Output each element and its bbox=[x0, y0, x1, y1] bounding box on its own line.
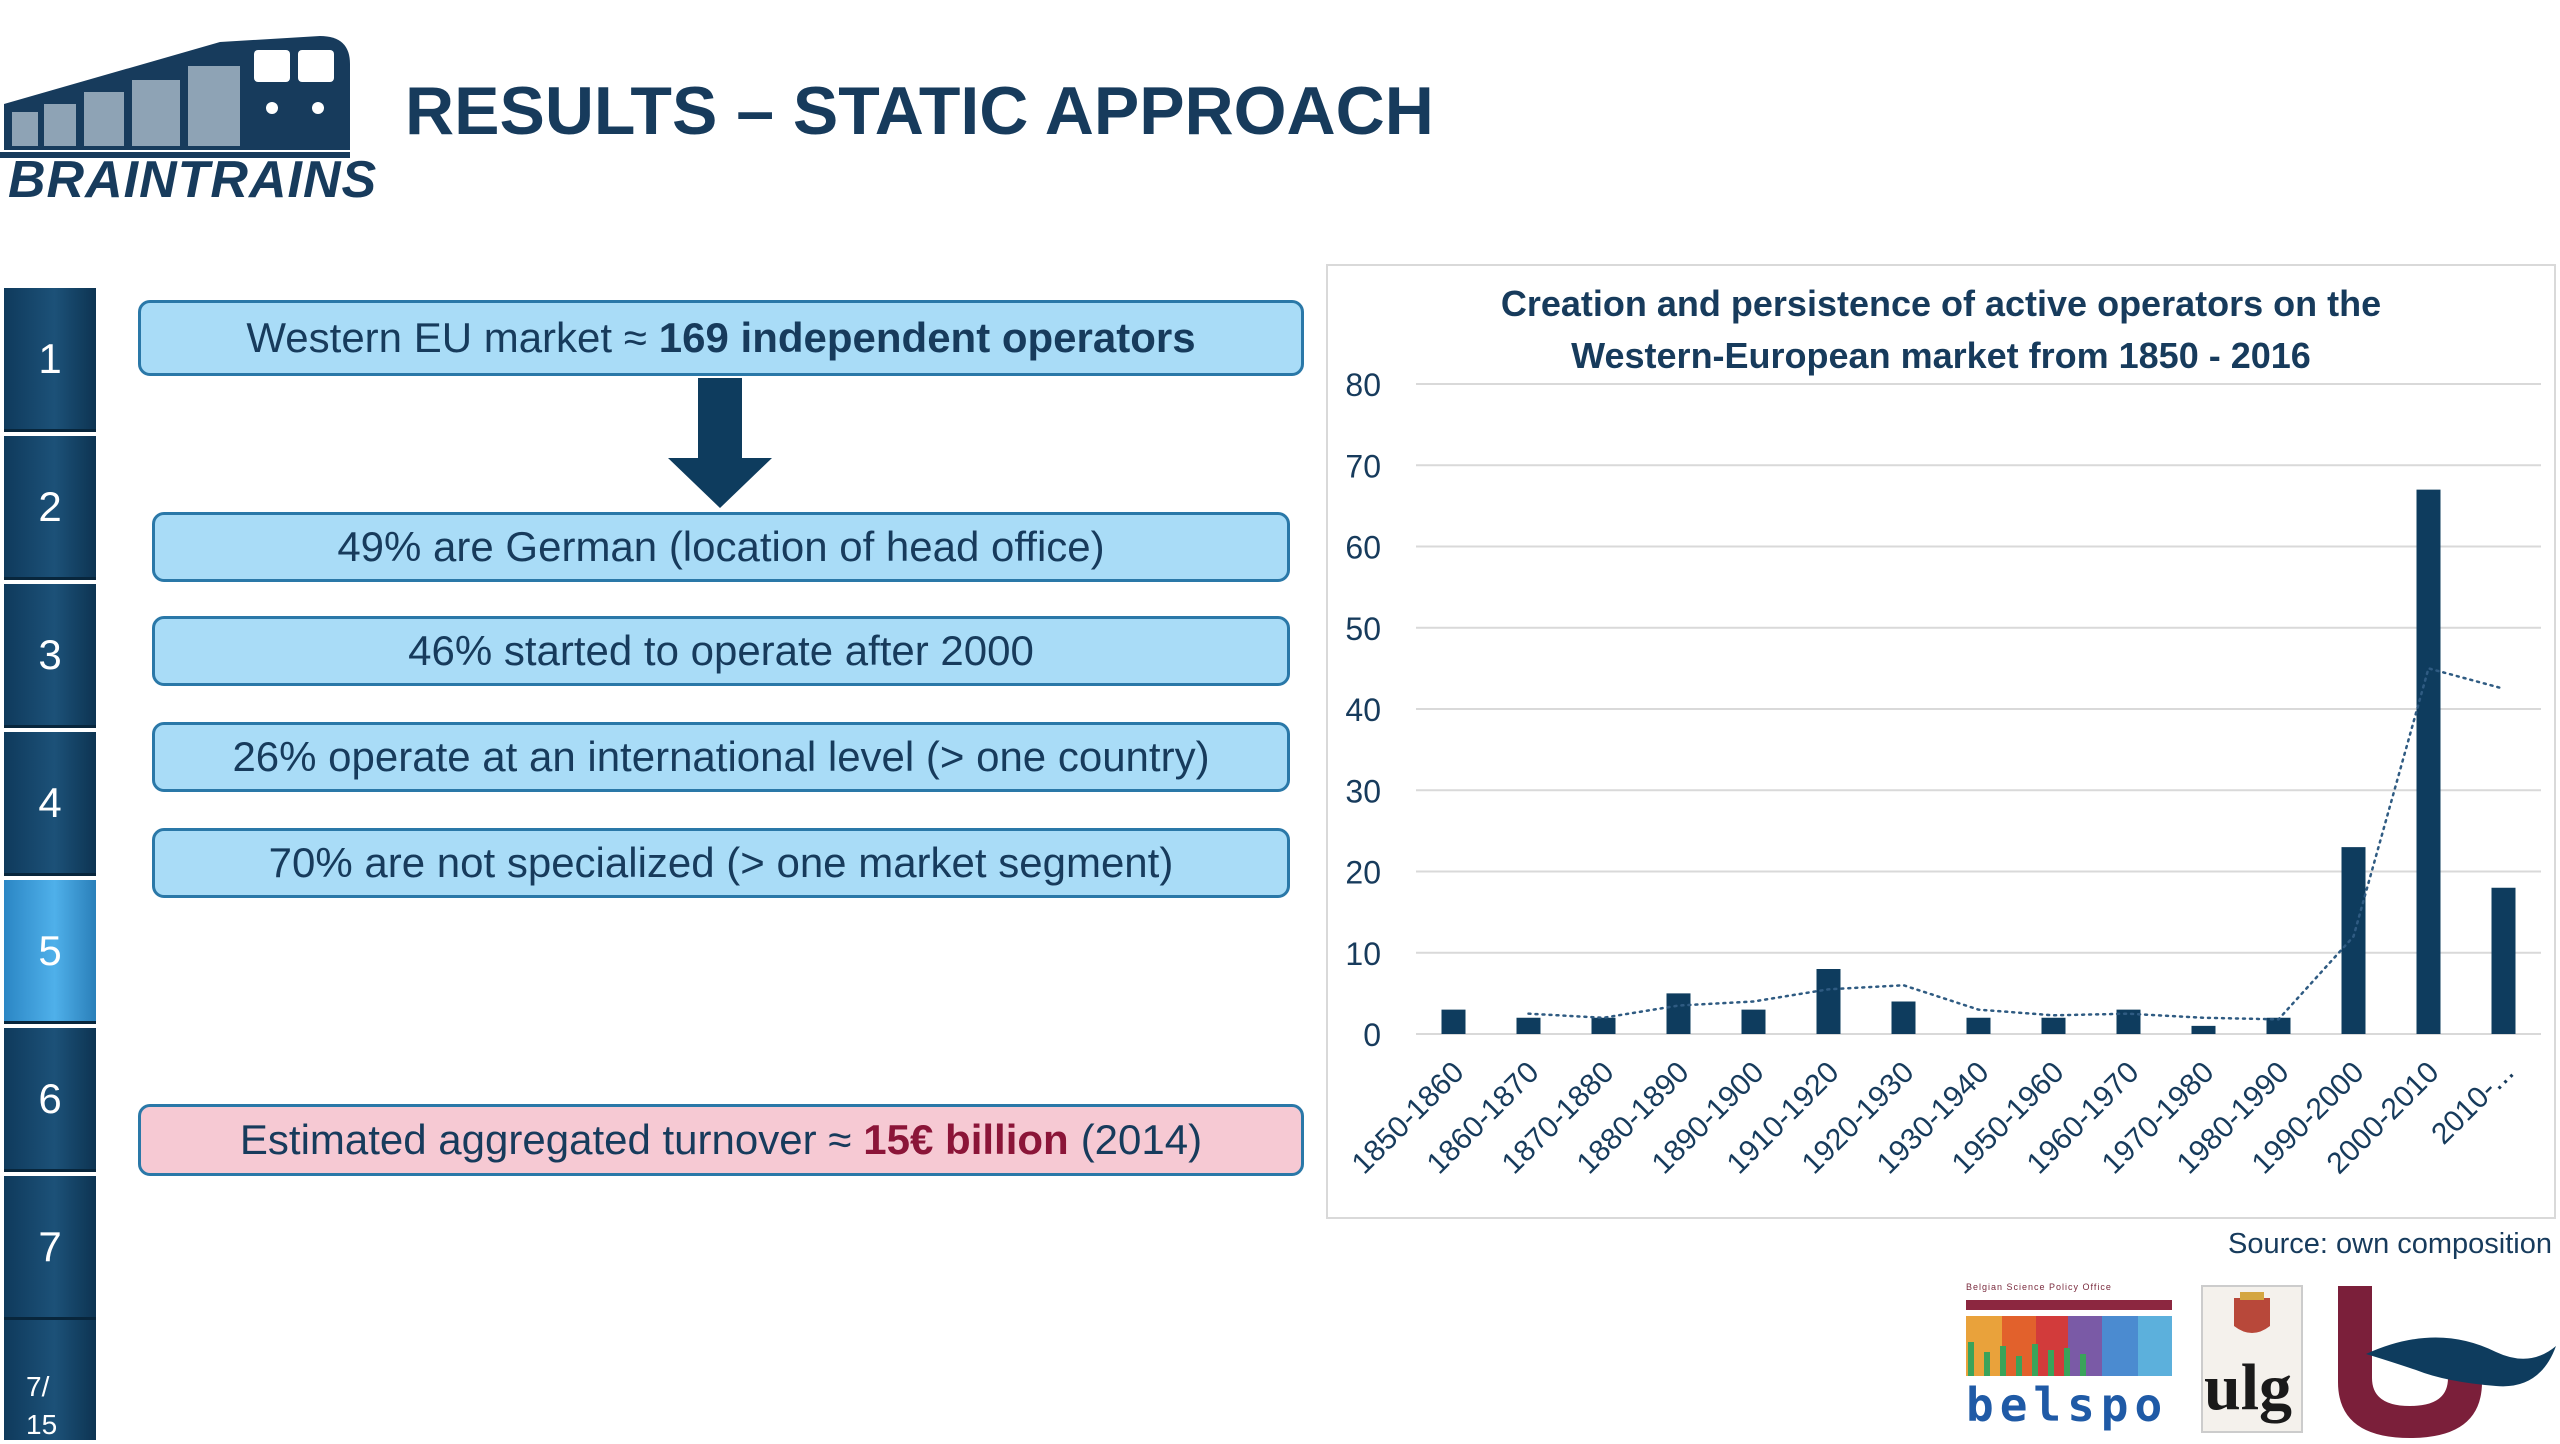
ulg-wordmark: ulg bbox=[2204, 1351, 2293, 1424]
turnover-value: 15€ billion bbox=[863, 1116, 1069, 1163]
market-summary-box: Western EU market ≈ 169 independent oper… bbox=[138, 300, 1304, 376]
page-total: 15 bbox=[26, 1409, 58, 1440]
bar-1910-1920 bbox=[1816, 969, 1841, 1034]
nav-item-4[interactable]: 4 bbox=[4, 732, 96, 876]
nav-item-5[interactable]: 5 bbox=[4, 880, 96, 1024]
university-mark-logo bbox=[2338, 1286, 2556, 1438]
belspo-tagline: Belgian Science Policy Office bbox=[1966, 1282, 2112, 1292]
belspo-wordmark: belspo bbox=[1966, 1378, 2169, 1432]
y-tick-label: 0 bbox=[1363, 1017, 1381, 1053]
nav-item-3[interactable]: 3 bbox=[4, 584, 96, 728]
bar-2010-... bbox=[2491, 887, 2516, 1034]
logo-wordmark: BRAINTRAINS bbox=[8, 151, 378, 209]
nav-item-2[interactable]: 2 bbox=[4, 436, 96, 580]
y-tick-label: 80 bbox=[1345, 367, 1381, 403]
down-arrow-icon bbox=[668, 378, 772, 508]
bar-1890-1900 bbox=[1741, 1009, 1766, 1034]
bar-1960-1970 bbox=[2116, 1009, 2141, 1034]
turnover-prefix: Estimated aggregated turnover ≈ bbox=[239, 1116, 852, 1163]
y-tick-label: 40 bbox=[1345, 692, 1381, 728]
bar-1950-1960 bbox=[2041, 1017, 2066, 1034]
fact-box-after-2000: 46% started to operate after 2000 bbox=[152, 616, 1290, 686]
belspo-logo bbox=[1966, 1300, 2172, 1376]
market-summary-prefix: Western EU market ≈ bbox=[246, 314, 647, 361]
y-tick-label: 10 bbox=[1345, 936, 1381, 972]
chart-title: Creation and persistence of active opera… bbox=[1326, 278, 2556, 382]
chart-title-line-1: Creation and persistence of active opera… bbox=[1500, 283, 2382, 324]
page-current: 7/ bbox=[26, 1371, 50, 1402]
ulg-logo bbox=[2201, 1285, 2303, 1433]
fact-box-international: 26% operate at an international level (>… bbox=[152, 722, 1290, 792]
page-title: RESULTS – STATIC APPROACH bbox=[405, 73, 1434, 149]
source-note: Source: own composition bbox=[2228, 1228, 2552, 1260]
operators-bar-chart: 010203040506070801850-18601860-18701870-… bbox=[1345, 367, 2541, 1180]
slide-nav: 1 2 3 4 5 6 7 bbox=[0, 288, 100, 1440]
bar-1870-1880 bbox=[1591, 1017, 1616, 1034]
fact-box-not-specialized: 70% are not specialized (> one market se… bbox=[152, 828, 1290, 898]
chart-frame bbox=[1326, 264, 2556, 1219]
y-tick-label: 70 bbox=[1345, 448, 1381, 484]
y-tick-label: 20 bbox=[1345, 855, 1381, 891]
page-counter: 7/ 15 bbox=[4, 1320, 96, 1440]
bar-1980-1990 bbox=[2266, 1017, 2291, 1034]
turnover-box: Estimated aggregated turnover ≈ 15€ bill… bbox=[138, 1104, 1304, 1176]
y-tick-label: 30 bbox=[1345, 773, 1381, 809]
bar-1930-1940 bbox=[1966, 1017, 1991, 1034]
bar-1990-2000 bbox=[2341, 847, 2366, 1034]
bar-1920-1930 bbox=[1891, 1001, 1916, 1034]
bar-1880-1890 bbox=[1666, 993, 1691, 1034]
braintrains-logo bbox=[0, 36, 350, 158]
chart-title-line-2: Western-European market from 1850 - 2016 bbox=[1571, 335, 2311, 376]
bar-2000-2010 bbox=[2416, 489, 2441, 1034]
y-tick-label: 60 bbox=[1345, 530, 1381, 566]
bar-1860-1870 bbox=[1516, 1017, 1541, 1034]
nav-item-7[interactable]: 7 bbox=[4, 1176, 96, 1320]
turnover-year: (2014) bbox=[1080, 1116, 1203, 1163]
bar-1970-1980 bbox=[2191, 1025, 2216, 1034]
y-tick-label: 50 bbox=[1345, 611, 1381, 647]
trendline bbox=[1527, 666, 2505, 1021]
market-summary-bold: 169 independent operators bbox=[658, 314, 1196, 361]
bar-1850-1860 bbox=[1441, 1009, 1466, 1034]
nav-item-6[interactable]: 6 bbox=[4, 1028, 96, 1172]
nav-item-1[interactable]: 1 bbox=[4, 288, 96, 432]
fact-box-german: 49% are German (location of head office) bbox=[152, 512, 1290, 582]
x-tick-label: 2010-... bbox=[2425, 1056, 2520, 1151]
